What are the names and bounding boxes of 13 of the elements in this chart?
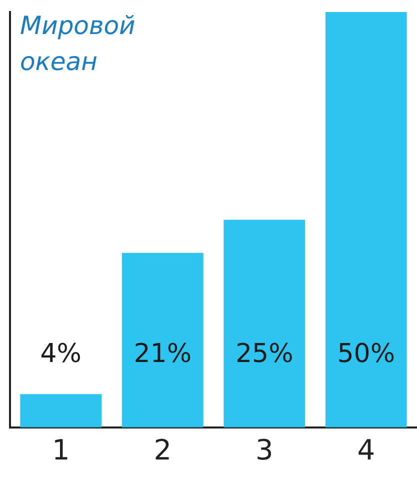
x-tick-label: 1 [52, 433, 70, 466]
text: Мировой океан [20, 10, 136, 78]
bar [122, 252, 204, 428]
bar [20, 394, 102, 428]
x-tick-label: 2 [154, 433, 172, 466]
data-label: 4% [40, 339, 82, 370]
bar [224, 220, 306, 428]
data-label: 50% [337, 339, 396, 370]
x-tick-label: 4 [357, 433, 376, 466]
x-tick-label: 3 [255, 433, 274, 466]
data-label: 21% [134, 339, 192, 370]
data-label: 25% [235, 339, 294, 370]
bar [325, 12, 407, 428]
